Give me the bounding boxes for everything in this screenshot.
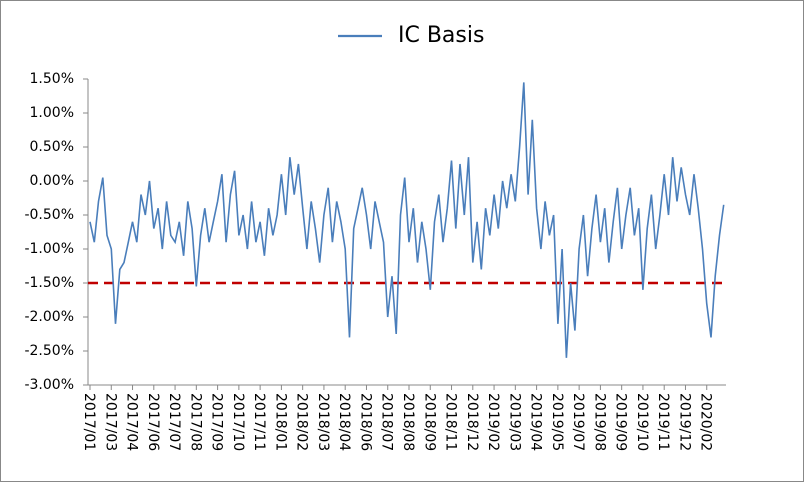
y-tick-label: -3.00% [24,377,74,393]
x-tick-label: 2017/07 [166,393,182,451]
x-tick-label: 2017/09 [209,393,225,451]
legend-label: IC Basis [398,23,484,48]
x-tick-label: 2018/07 [379,393,395,451]
x-tick-label: 2017/11 [251,393,267,451]
x-tick-label: 2018/11 [443,393,459,451]
y-tick-label: 0.50% [30,139,74,155]
x-tick-label: 2019/05 [549,393,565,451]
y-tick-label: 1.00% [30,105,74,121]
y-tick-label: 1.50% [30,71,74,87]
x-tick-label: 2017/06 [145,393,161,451]
y-tick-label: 0.00% [30,173,74,189]
x-tick-label: 2019/02 [485,393,501,451]
x-tick-label: 2018/02 [294,393,310,451]
x-tick-label: 2017/04 [124,393,140,451]
x-tick-label: 2017/01 [81,393,97,451]
data-line [89,82,725,358]
x-tick-label: 2019/11 [655,393,671,451]
x-tick-label: 2018/08 [400,393,416,451]
y-tick-label: -1.00% [24,241,74,257]
y-tick-label: -2.00% [24,309,74,325]
x-tick-label: 2020/02 [698,393,714,451]
y-tick-label: -2.50% [24,343,74,359]
x-tick-label: 2019/10 [634,393,650,451]
x-tick-label: 2018/04 [336,393,352,451]
x-tick-label: 2019/12 [676,393,692,451]
x-tick-label: 2019/04 [528,393,544,451]
x-tick-label: 2018/09 [421,393,437,451]
x-tick-label: 2018/12 [464,393,480,451]
x-tick-label: 2019/09 [613,393,629,451]
x-tick-label: 2017/03 [102,393,118,451]
x-tick-label: 2019/03 [506,393,522,451]
y-tick-label: -0.50% [24,207,74,223]
x-tick-label: 2019/07 [570,393,586,451]
x-tick-label: 2018/06 [357,393,373,451]
x-tick-label: 2018/01 [272,393,288,451]
x-tick-label: 2017/08 [187,393,203,451]
x-tick-label: 2017/10 [230,393,246,451]
y-tick-label: -1.50% [24,275,74,291]
x-tick-label: 2019/08 [591,393,607,451]
x-tick-label: 2018/03 [315,393,331,451]
